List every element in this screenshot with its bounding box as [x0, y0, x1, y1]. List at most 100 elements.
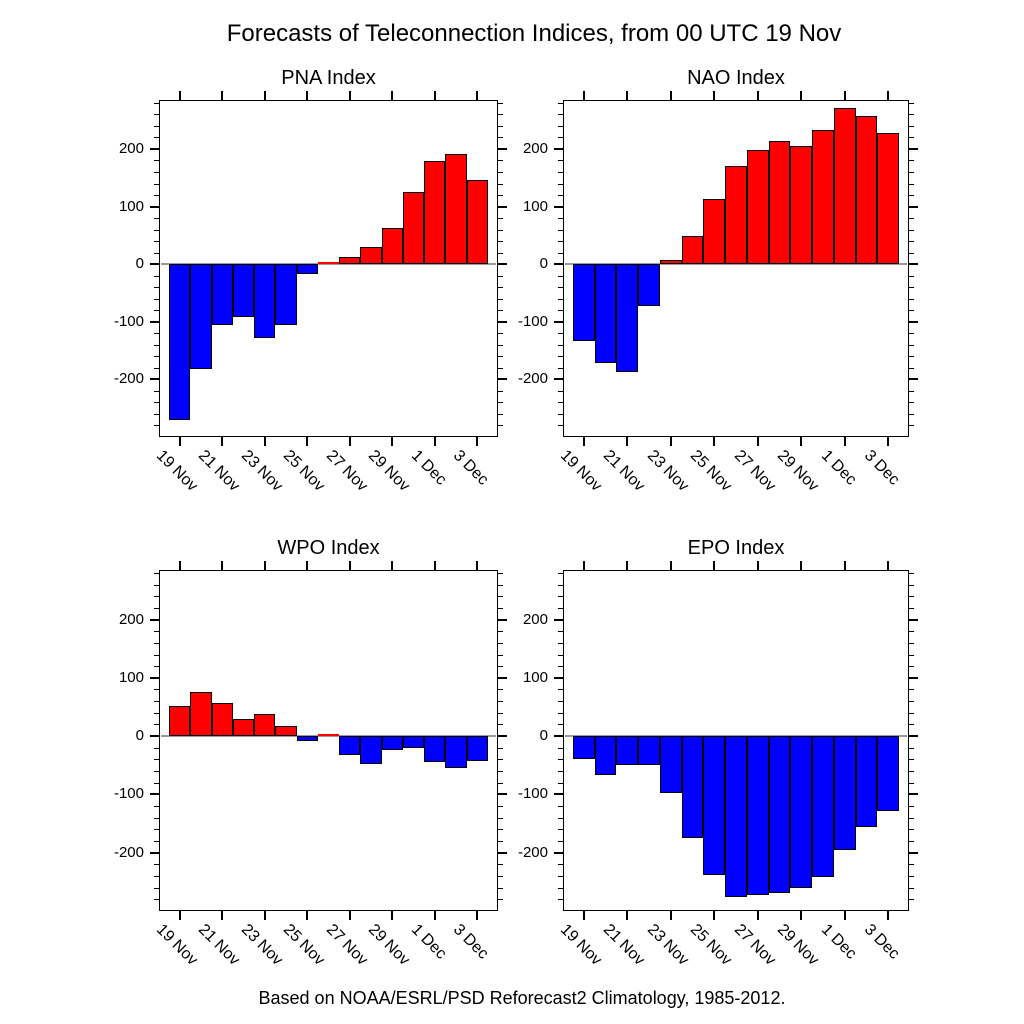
y-axis-label: 200 — [522, 139, 548, 157]
y-axis-label: -200 — [113, 370, 144, 388]
y-minor-tick-left — [154, 275, 159, 277]
bar-1-dec — [833, 736, 856, 851]
y-minor-tick-right — [498, 102, 503, 104]
bar-29-nov — [381, 228, 403, 265]
y-minor-tick-left — [558, 390, 563, 392]
bar-25-nov — [296, 736, 318, 741]
y-minor-tick-right — [909, 114, 914, 116]
y-major-tick-left — [150, 851, 159, 854]
panel-wpo: WPO Index 200 100 0 -100 -200 19 Nov 21 Nov 23 … — [114, 537, 507, 969]
y-minor-tick-right — [498, 724, 503, 726]
x-axis-label: 25 Nov — [687, 447, 736, 495]
bar-26-nov — [317, 262, 340, 265]
y-minor-tick-left — [558, 642, 563, 644]
x-axis-label: 19 Nov — [556, 921, 605, 969]
y-major-tick-right — [909, 205, 918, 208]
y-minor-tick-right — [498, 782, 503, 784]
y-minor-tick-left — [154, 689, 159, 691]
y-minor-tick-left — [154, 829, 159, 831]
x-tick-top — [669, 561, 672, 570]
x-axis-label: 19 Nov — [556, 447, 605, 495]
y-minor-tick-left — [154, 102, 159, 104]
y-minor-tick-left — [558, 137, 563, 139]
x-axis-label: 3 Dec — [861, 447, 903, 489]
x-tick-bottom — [476, 911, 479, 920]
y-major-tick-left — [150, 618, 159, 621]
y-minor-tick-right — [909, 287, 914, 289]
x-axis-label: 27 Nov — [322, 921, 371, 969]
bar-28-nov — [768, 141, 791, 265]
y-minor-tick-left — [558, 747, 563, 749]
x-tick-bottom — [626, 437, 629, 446]
x-tick-bottom — [582, 437, 585, 446]
x-tick-bottom — [263, 911, 266, 920]
y-minor-tick-left — [154, 642, 159, 644]
x-axis-label: 29 Nov — [365, 921, 414, 969]
y-minor-tick-right — [909, 654, 914, 656]
x-tick-top — [433, 561, 436, 570]
y-minor-tick-right — [909, 252, 914, 254]
bar-23-nov — [659, 259, 682, 265]
y-minor-tick-right — [909, 356, 914, 358]
x-tick-bottom — [476, 437, 479, 446]
y-minor-tick-right — [909, 125, 914, 127]
bar-30-nov — [402, 736, 425, 748]
bar-23-nov — [659, 736, 682, 793]
bar-19-nov — [169, 705, 191, 737]
bar-24-nov — [681, 736, 704, 838]
y-minor-tick-left — [154, 806, 159, 808]
y-minor-tick-left — [154, 712, 159, 714]
y-minor-tick-left — [558, 367, 563, 369]
y-minor-tick-right — [498, 356, 503, 358]
x-tick-top — [887, 561, 890, 570]
y-major-tick-left — [150, 263, 159, 266]
y-major-tick-left — [554, 676, 563, 679]
y-minor-tick-left — [154, 298, 159, 300]
x-tick-bottom — [178, 437, 181, 446]
x-axis-label: 25 Nov — [687, 921, 736, 969]
bar-22-nov — [232, 264, 255, 318]
x-axis-label: 29 Nov — [365, 447, 414, 495]
y-minor-tick-left — [558, 584, 563, 586]
x-axis-label: 25 Nov — [280, 921, 329, 969]
y-minor-tick-left — [558, 887, 563, 889]
bar-24-nov — [275, 264, 297, 326]
y-minor-tick-left — [558, 712, 563, 714]
y-axis-label: -100 — [517, 312, 548, 330]
y-minor-tick-right — [498, 344, 503, 346]
x-tick-top — [433, 91, 436, 100]
y-minor-tick-left — [558, 298, 563, 300]
y-minor-tick-left — [154, 287, 159, 289]
y-minor-tick-left — [558, 631, 563, 633]
y-minor-tick-left — [558, 596, 563, 598]
bar-28-nov — [768, 736, 791, 893]
y-minor-tick-left — [154, 114, 159, 116]
y-minor-tick-left — [558, 701, 563, 703]
bar-27-nov — [746, 150, 769, 265]
y-minor-tick-right — [498, 172, 503, 173]
y-minor-tick-right — [498, 160, 503, 162]
x-axis-label: 23 Nov — [643, 921, 692, 969]
y-minor-tick-right — [909, 584, 914, 586]
y-axis-label: -200 — [113, 843, 144, 861]
y-minor-tick-left — [154, 310, 159, 312]
y-minor-tick-right — [498, 310, 503, 312]
bar-1-dec — [424, 161, 446, 265]
y-major-tick-left — [554, 205, 563, 208]
zero-line — [161, 263, 496, 266]
y-minor-tick-right — [909, 666, 914, 668]
y-axis-label: 0 — [539, 255, 548, 273]
y-minor-tick-left — [154, 125, 159, 127]
y-minor-tick-right — [498, 218, 503, 220]
y-minor-tick-right — [498, 759, 503, 761]
y-minor-tick-left — [558, 413, 563, 415]
x-axis-label: 21 Nov — [600, 921, 649, 969]
bar-2-dec — [445, 153, 467, 265]
y-major-tick-left — [150, 320, 159, 323]
zero-line — [565, 263, 907, 266]
bar-2-dec — [855, 116, 878, 265]
x-tick-top — [713, 561, 716, 570]
y-major-tick-right — [498, 851, 507, 854]
y-minor-tick-left — [154, 413, 159, 415]
y-minor-tick-left — [558, 425, 563, 427]
